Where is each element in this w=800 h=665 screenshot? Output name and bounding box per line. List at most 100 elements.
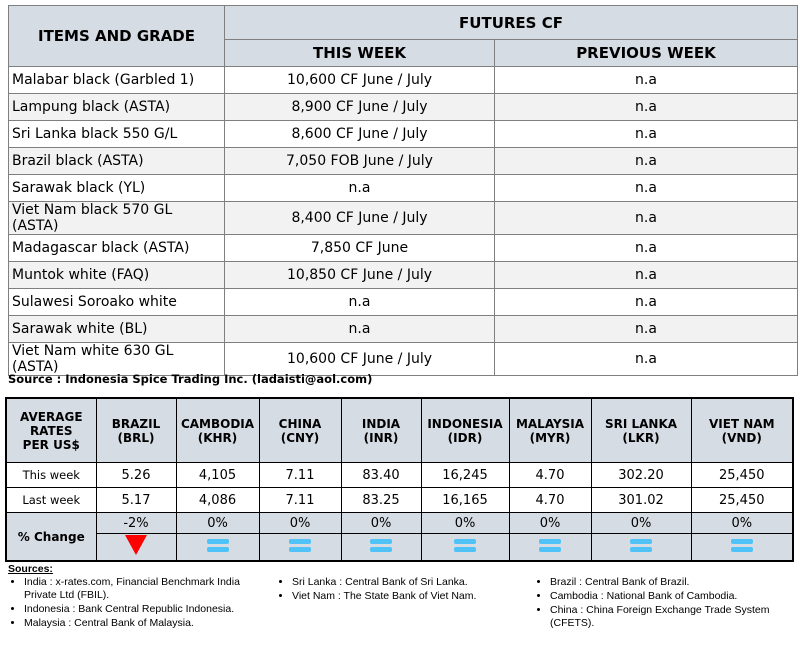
item-name: Sulawesi Soroako white	[8, 288, 225, 316]
currency-code: (LKR)	[622, 430, 660, 445]
currency-name: INDONESIA	[427, 416, 503, 431]
previous-week-price: n.a	[494, 234, 798, 262]
currency-name: MALAYSIA	[515, 416, 585, 431]
currency-name: INDIA	[361, 416, 401, 431]
currency-code: (BRL)	[117, 430, 155, 445]
previous-week-price: n.a	[494, 120, 798, 148]
item-name: Viet Nam black 570 GL (ASTA)	[8, 201, 225, 235]
previous-week-price: n.a	[494, 174, 798, 202]
trend-cell	[175, 533, 260, 562]
change-value: -2%	[95, 512, 177, 534]
currency-header: VIET NAM (VND)	[690, 397, 794, 463]
equal-icon	[289, 536, 311, 555]
last-week-row: Last week 5.17 4,086 7.11 83.25 16,165 4.70 301…	[5, 487, 794, 513]
table-row: Madagascar black (ASTA) 7,850 CF June n.a	[8, 234, 798, 262]
currency-code: (CNY)	[280, 430, 320, 445]
item-name: Sri Lanka black 550 G/L	[8, 120, 225, 148]
last-week-label: Last week	[5, 487, 97, 513]
change-value: 0%	[508, 512, 592, 534]
this-week-price: 7,850 CF June	[224, 234, 495, 262]
this-week-price: n.a	[224, 315, 495, 343]
currency-header: CHINA (CNY)	[258, 397, 342, 463]
change-value: 0%	[420, 512, 510, 534]
this-week-label: This week	[5, 462, 97, 488]
this-week-rate: 16,245	[420, 462, 510, 488]
source-item: Cambodia : National Bank of Cambodia.	[550, 590, 798, 603]
currency-code: (MYR)	[529, 430, 571, 445]
last-week-rate: 5.17	[95, 487, 177, 513]
currency-header: SRI LANKA (LKR)	[590, 397, 692, 463]
equal-icon	[206, 536, 229, 555]
change-value: 0%	[590, 512, 692, 534]
currency-code: (KHR)	[197, 430, 238, 445]
this-week-rate: 302.20	[590, 462, 692, 488]
equal-icon	[454, 536, 476, 555]
table-row: Malabar black (Garbled 1) 10,600 CF June …	[8, 66, 798, 94]
header-items: ITEMS AND GRADE	[8, 5, 225, 67]
futures-table: ITEMS AND GRADE FUTURES CF THIS WEEK PRE…	[8, 5, 798, 376]
change-label: % Change	[5, 512, 97, 562]
table-row: Brazil black (ASTA) 7,050 FOB June / July…	[8, 147, 798, 175]
corner-line: PER US$	[22, 437, 80, 452]
currency-name: CHINA	[278, 416, 322, 431]
item-name: Lampung black (ASTA)	[8, 93, 225, 121]
change-value: 0%	[340, 512, 422, 534]
this-week-price: 10,850 CF June / July	[224, 261, 495, 289]
currency-code: (VND)	[721, 430, 762, 445]
this-week-row: This week 5.26 4,105 7.11 83.40 16,245 4.70 302…	[5, 462, 794, 488]
last-week-rate: 7.11	[258, 487, 342, 513]
change-value: 0%	[175, 512, 260, 534]
item-name: Madagascar black (ASTA)	[8, 234, 225, 262]
currency-header: INDONESIA (IDR)	[420, 397, 510, 463]
source-item: China : China Foreign Exchange Trade Sys…	[550, 604, 798, 630]
equal-icon	[730, 536, 753, 555]
currency-name: CAMBODIA	[180, 416, 255, 431]
source-item: Sri Lanka : Central Bank of Sri Lanka.	[292, 576, 526, 589]
trend-cell	[258, 533, 342, 562]
this-week-price: 8,600 CF June / July	[224, 120, 495, 148]
this-week-rate: 83.40	[340, 462, 422, 488]
rates-corner-header: AVERAGE RATES PER US$	[5, 397, 97, 463]
equal-icon	[630, 536, 652, 555]
item-name: Malabar black (Garbled 1)	[8, 66, 225, 94]
previous-week-price: n.a	[494, 261, 798, 289]
this-week-price: n.a	[224, 174, 495, 202]
equal-icon	[370, 536, 392, 555]
this-week-price: n.a	[224, 288, 495, 316]
source-item: Malaysia : Central Bank of Malaysia.	[24, 617, 268, 630]
last-week-rate: 16,165	[420, 487, 510, 513]
last-week-rate: 301.02	[590, 487, 692, 513]
corner-line: RATES	[29, 423, 73, 438]
down-arrow-icon	[125, 535, 147, 555]
currency-header: INDIA (INR)	[340, 397, 422, 463]
trend-cell	[95, 533, 177, 562]
last-week-rate: 25,450	[690, 487, 794, 513]
sources-section: Sources: India : x-rates.com, Financial …	[8, 563, 798, 629]
currency-code: (INR)	[363, 430, 399, 445]
source-note: Source : Indonesia Spice Trading Inc. (l…	[8, 372, 373, 386]
this-week-rate: 7.11	[258, 462, 342, 488]
previous-week-price: n.a	[494, 201, 798, 235]
trend-cell	[340, 533, 422, 562]
this-week-price: 8,900 CF June / July	[224, 93, 495, 121]
this-week-rate: 4,105	[175, 462, 260, 488]
trend-cell	[590, 533, 692, 562]
last-week-rate: 4.70	[508, 487, 592, 513]
table-row: Sulawesi Soroako white n.a n.a	[8, 288, 798, 316]
currency-name: BRAZIL	[111, 416, 161, 431]
this-week-price: 7,050 FOB June / July	[224, 147, 495, 175]
last-week-rate: 4,086	[175, 487, 260, 513]
table-row: Lampung black (ASTA) 8,900 CF June / July…	[8, 93, 798, 121]
change-row: % Change -2% 0% 0% 0% 0% 0% 0% 0%	[5, 512, 794, 562]
table-row: Sri Lanka black 550 G/L 8,600 CF June / J…	[8, 120, 798, 148]
this-week-price: 8,400 CF June / July	[224, 201, 495, 235]
trend-cell	[420, 533, 510, 562]
trend-cell	[690, 533, 794, 562]
source-item: India : x-rates.com, Financial Benchmark…	[24, 576, 268, 602]
change-value: 0%	[258, 512, 342, 534]
table-row: Viet Nam white 630 GL (ASTA) 10,600 CF Ju…	[8, 342, 798, 376]
header-this-week: THIS WEEK	[224, 39, 495, 67]
table-row: Sarawak black (YL) n.a n.a	[8, 174, 798, 202]
currency-header: BRAZIL (BRL)	[95, 397, 177, 463]
source-item: Brazil : Central Bank of Brazil.	[550, 576, 798, 589]
